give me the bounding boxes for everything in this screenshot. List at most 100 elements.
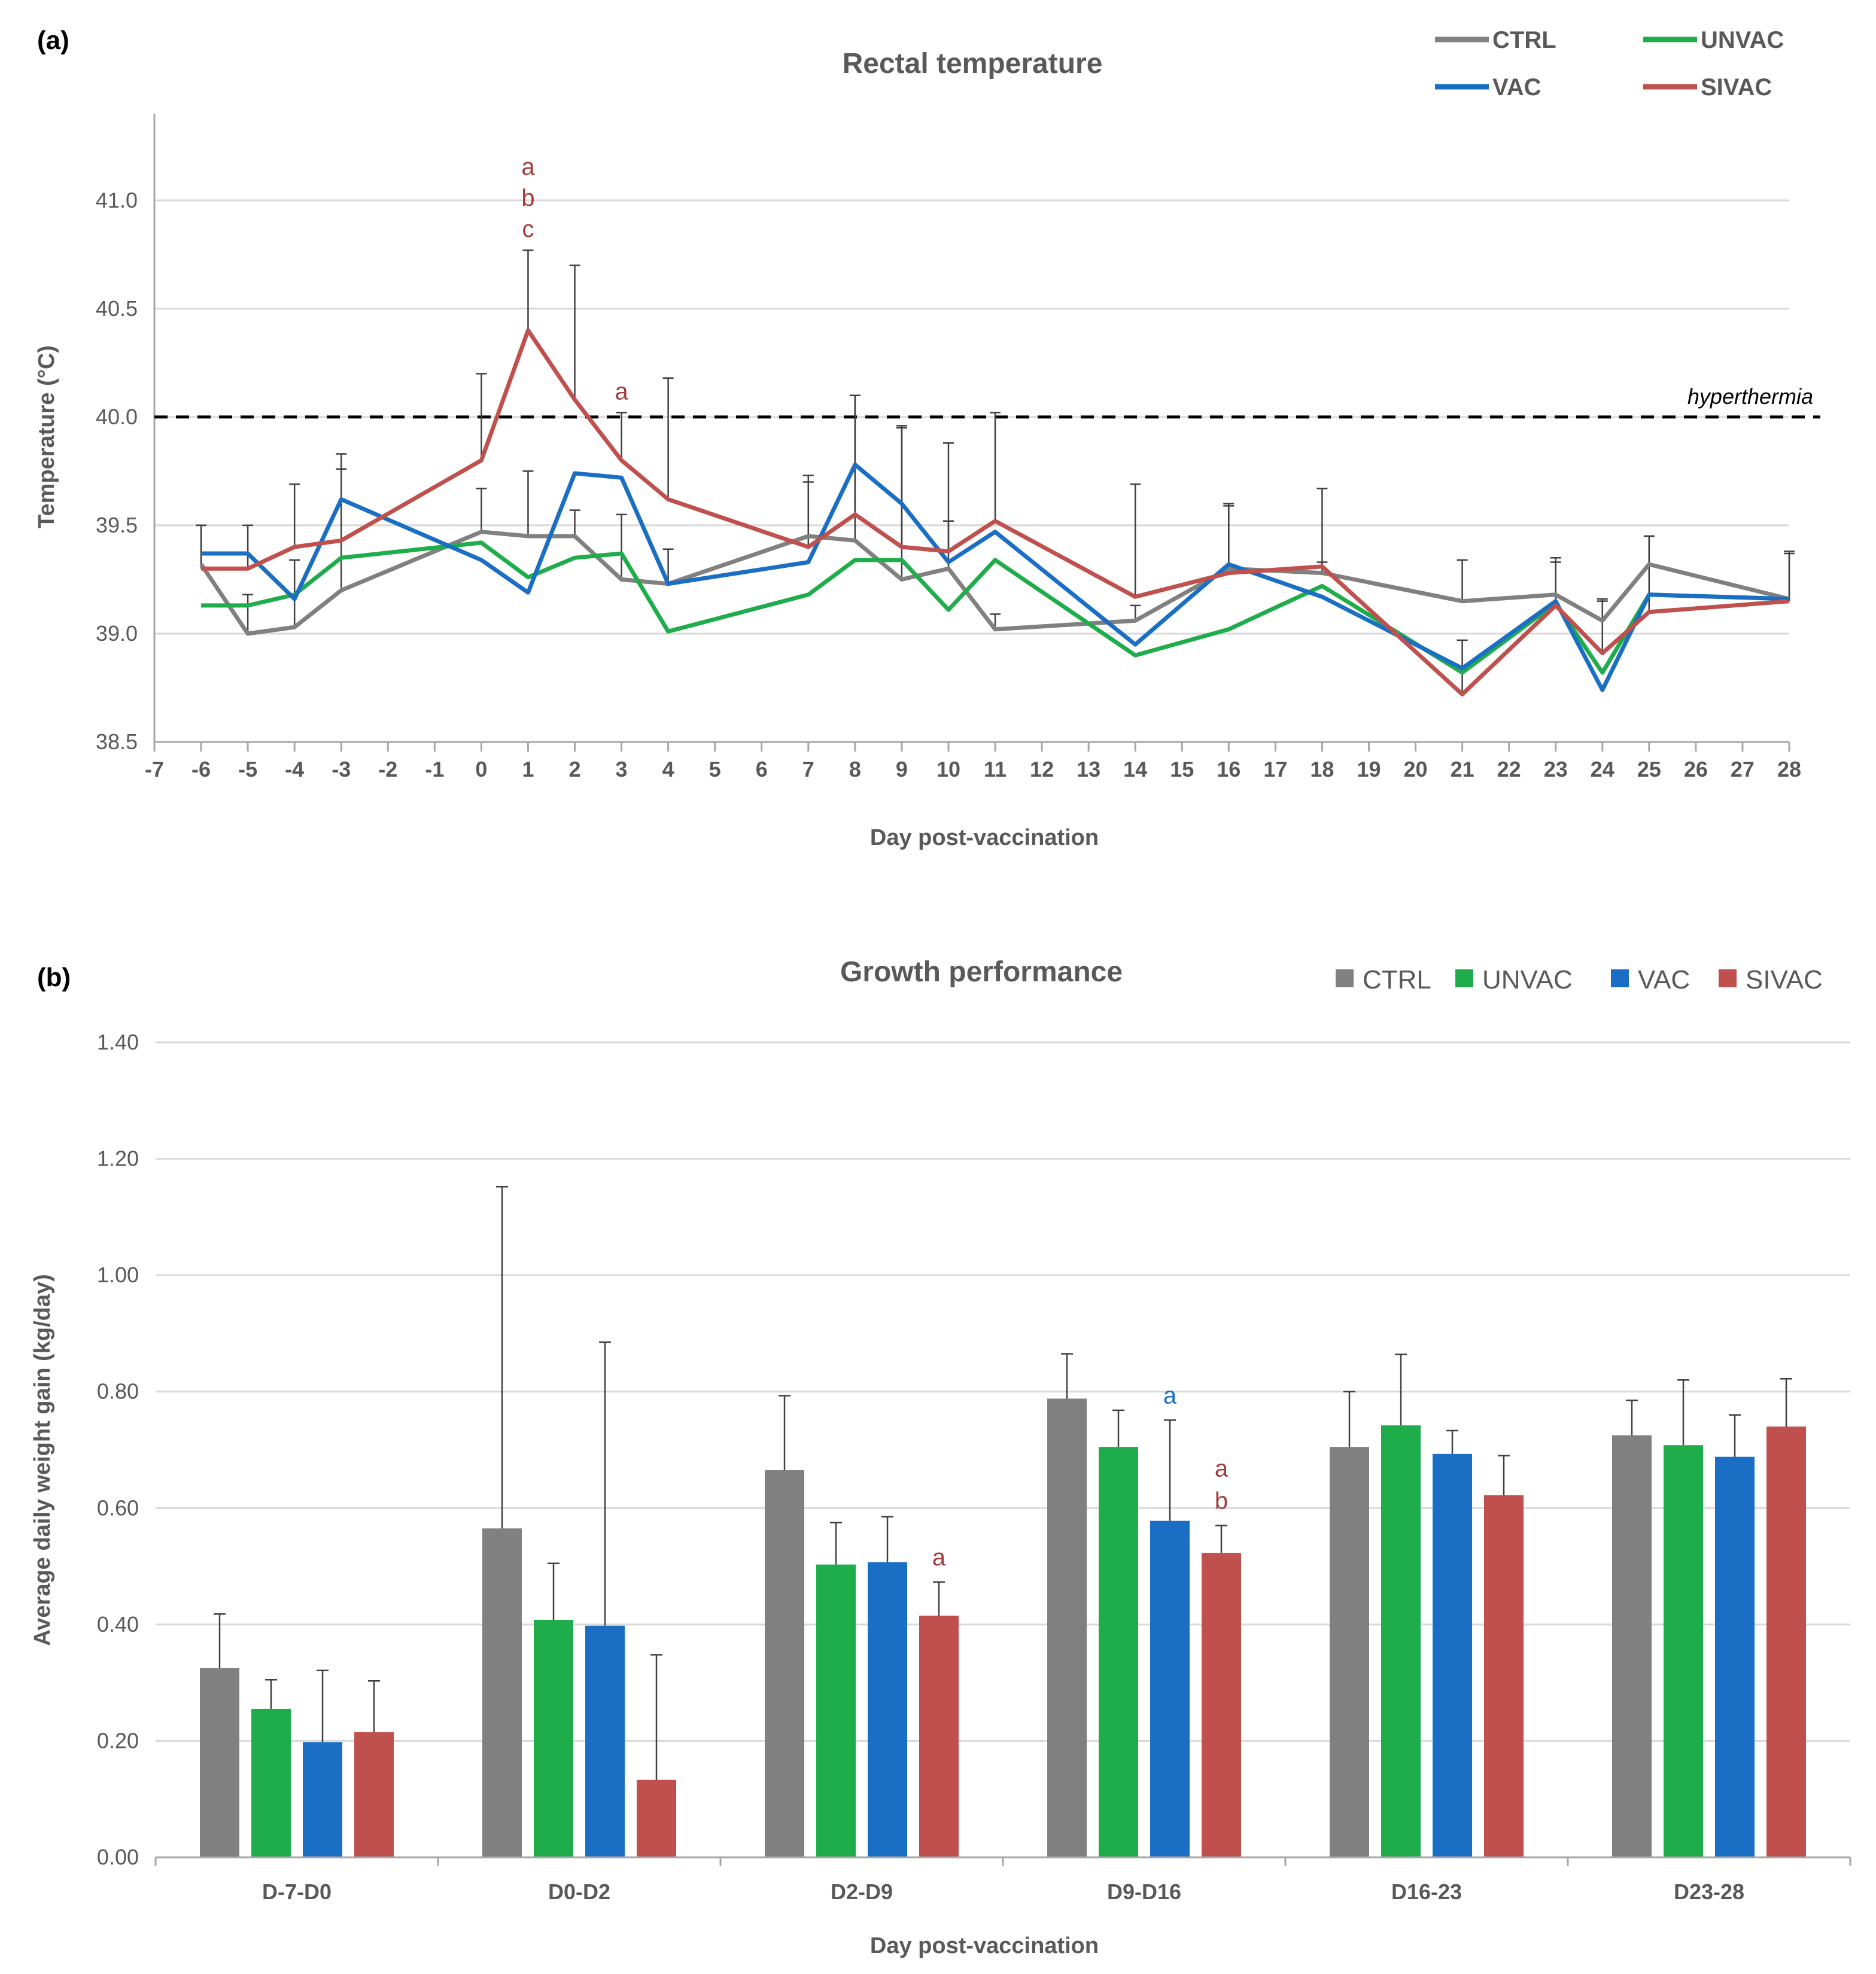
annotation-b-1-0: a (1163, 1382, 1177, 1409)
point-sivac-9 (901, 546, 902, 548)
hyperthermia-label: hyperthermia (1688, 384, 1813, 409)
bar-sivac-d23-28 (1766, 1426, 1806, 1857)
x-tick-a-12: 12 (1030, 757, 1054, 781)
point-vac-2 (574, 473, 576, 474)
x-tick-a-18: 18 (1310, 757, 1334, 781)
point-vac-24 (1602, 689, 1603, 691)
x-tick-a-15: 15 (1170, 757, 1194, 781)
bar-unvac-d2-d9 (816, 1564, 856, 1857)
y-tick-a-39-0: 39.0 (96, 621, 138, 646)
bar-vac-d2-d9 (868, 1562, 907, 1857)
bar-sivac-d16-23 (1484, 1495, 1524, 1857)
x-tick-a-14: 14 (1123, 757, 1147, 781)
x-tick-a-0: 0 (475, 757, 487, 781)
point-unvac-0 (481, 542, 482, 543)
point-ctrl-0 (481, 531, 482, 533)
point-vac-14 (1135, 644, 1136, 645)
bar-ctrl-d-7-d0 (200, 1668, 239, 1857)
point-ctrl-9 (901, 579, 902, 580)
x-tick-b-d-7-d0: D-7-D0 (262, 1879, 332, 1904)
x-tick-b-d16-23: D16-23 (1391, 1879, 1462, 1904)
x-tick-a-1: -1 (425, 757, 444, 781)
x-tick-a-2: -2 (378, 757, 397, 781)
point-ctrl-2 (574, 536, 576, 537)
x-tick-a-24: 24 (1591, 757, 1614, 781)
bar-unvac-d23-28 (1664, 1445, 1703, 1857)
point-unvac-6 (200, 605, 202, 606)
x-tick-b-d2-d9: D2-D9 (831, 1879, 893, 1904)
legend-b-unvac-label: UNVAC (1482, 965, 1573, 994)
growth-performance-chart: (b) Growth performance 0.000.200.400.600… (30, 956, 1851, 1958)
x-tick-a-5: 5 (709, 757, 721, 781)
chart-b-y-label: Average daily weight gain (kg/day) (30, 1274, 55, 1646)
chart-a-y-label: Temperature (°C) (34, 345, 59, 528)
chart-b-y-ticks: 0.00 0.20 0.40 0.60 0.80 1.00 1.20 1.40 (97, 1030, 139, 1869)
point-sivac-4 (294, 546, 295, 548)
x-tick-a-7: -7 (145, 757, 164, 781)
legend-b-vac-swatch (1611, 969, 1629, 987)
x-tick-a-7: 7 (802, 757, 814, 781)
x-tick-a-23: 23 (1544, 757, 1568, 781)
x-tick-a-2: 2 (568, 757, 580, 781)
bar-vac-d9-d16 (1150, 1520, 1190, 1857)
bar-unvac-d0-d2 (534, 1620, 573, 1857)
x-tick-a-6: -6 (191, 757, 211, 781)
y-tick-b-0-40: 0.40 (97, 1612, 139, 1637)
annotation-a-1-0: a (615, 379, 628, 405)
x-tick-a-21: 21 (1451, 757, 1474, 781)
chart-b-x-ticks: D-7-D0 D0-D2 D2-D9 D9-D16 D16-23 D23-28 (154, 1857, 1851, 1904)
x-tick-a-11: 11 (984, 757, 1007, 781)
annotation-b-0-0: a (932, 1544, 946, 1571)
point-sivac-3 (340, 540, 342, 541)
point-vac-4 (294, 598, 295, 600)
y-tick-a-40-5: 40.5 (96, 296, 138, 321)
x-tick-a-27: 27 (1731, 757, 1755, 781)
annotation-a-0-0: a (521, 154, 535, 180)
chart-a-title: Rectal temperature (843, 48, 1103, 80)
bar-ctrl-d9-d16 (1047, 1398, 1087, 1857)
bar-ctrl-d2-d9 (765, 1470, 804, 1857)
point-ctrl-6 (200, 564, 202, 565)
x-tick-b-d9-d16: D9-D16 (1107, 1879, 1181, 1904)
y-tick-a-39-5: 39.5 (96, 513, 138, 537)
chart-a-x-label: Day post-vaccination (870, 825, 1099, 850)
chart-a-error-bars (196, 249, 1795, 695)
legend-b-sivac-label: SIVAC (1746, 965, 1823, 994)
legend-unvac-label: UNVAC (1701, 27, 1784, 53)
point-sivac-2 (574, 399, 576, 400)
annotation-a-0-2: c (522, 216, 534, 242)
bar-unvac-d16-23 (1381, 1425, 1421, 1857)
x-tick-a-25: 25 (1637, 757, 1661, 781)
chart-b-error-bars (214, 1186, 1792, 1780)
chart-a-legend: CTRL UNVAC VAC SIVAC (1435, 27, 1784, 101)
point-vac-3 (621, 477, 622, 478)
chart-b-bars (200, 1398, 1806, 1857)
x-tick-b-d0-d2: D0-D2 (548, 1879, 610, 1904)
y-tick-b-0-60: 0.60 (97, 1495, 139, 1520)
point-vac-6 (200, 553, 202, 554)
bar-ctrl-d0-d2 (482, 1528, 522, 1857)
bar-unvac-d-7-d0 (251, 1708, 291, 1857)
point-sivac-0 (481, 460, 482, 461)
bar-sivac-d0-d2 (637, 1780, 676, 1857)
chart-a-series-lines (199, 328, 1790, 696)
legend-b-unvac-swatch (1455, 969, 1473, 987)
chart-b-x-label: Day post-vaccination (870, 1933, 1099, 1958)
point-unvac-14 (1135, 655, 1136, 656)
legend-vac-label: VAC (1492, 74, 1541, 101)
legend-sivac-label: SIVAC (1701, 74, 1772, 101)
point-sivac-21 (1462, 694, 1463, 695)
y-tick-a-38-5: 38.5 (96, 729, 138, 754)
x-tick-a-28: 28 (1777, 757, 1801, 781)
x-tick-a-20: 20 (1404, 757, 1428, 781)
bar-ctrl-d16-23 (1330, 1447, 1369, 1857)
chart-a-x-ticks: -7 -6 -5 -4 -3 -2 -1 0 1 2 3 4 5 6 7 8 9 10 11 12 13 14 15 16 17… (145, 742, 1801, 781)
panel-a-label: (a) (37, 26, 69, 55)
series-line-vac (201, 463, 1790, 692)
point-ctrl-3 (340, 590, 342, 591)
point-vac-0 (481, 559, 482, 561)
y-tick-a-41-0: 41.0 (96, 188, 138, 212)
point-sivac-6 (200, 568, 202, 569)
x-tick-a-16: 16 (1217, 757, 1240, 781)
